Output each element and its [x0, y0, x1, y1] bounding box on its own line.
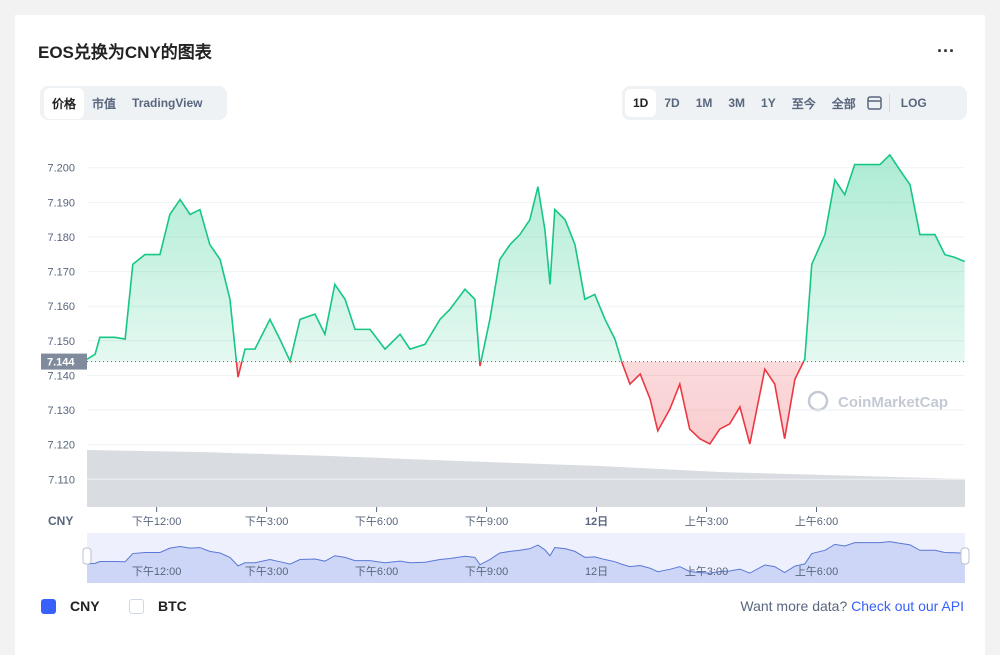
calendar-icon[interactable] — [864, 94, 886, 112]
legend-item[interactable]: CNY — [41, 598, 100, 614]
tab[interactable]: 市值 — [92, 96, 117, 111]
footer-prompt: Want more data? — [740, 598, 848, 614]
range[interactable]: 1Y — [761, 96, 776, 110]
y-tick-label: 7.160 — [47, 301, 75, 313]
range[interactable]: LOG — [900, 96, 927, 110]
x-tick-label: 12日 — [585, 515, 608, 528]
navigator-tick-label: 下午3:00 — [245, 565, 288, 578]
y-tick-label: 7.130 — [47, 405, 75, 417]
y-tick-label: 7.180 — [47, 232, 75, 244]
divider — [888, 94, 890, 112]
area-up — [87, 154, 965, 362]
price-line — [87, 153, 965, 362]
y-tick-label: 7.200 — [47, 163, 75, 175]
y-tick-label: 7.110 — [48, 474, 75, 486]
y-tick-label: 7.170 — [47, 267, 75, 279]
range[interactable]: 7D — [664, 96, 680, 110]
menu[interactable]: ... — [937, 36, 956, 56]
navigator-tick-label: 下午12:00 — [132, 565, 182, 578]
navigator-tick-label: 下午6:00 — [355, 565, 398, 578]
chart: CNY CoinMarketCap 7.1107.1207.1307.1407.… — [41, 153, 970, 583]
range[interactable]: 3M — [728, 96, 746, 110]
range-group: 1D 7D 1M 3M 1Y 至今 全部 LOG — [622, 86, 967, 120]
y-tick-label: 7.120 — [47, 440, 75, 452]
range[interactable]: 至今 — [791, 96, 816, 111]
range[interactable]: 全部 — [831, 96, 856, 111]
navigator-tick-label: 上午3:00 — [685, 565, 728, 578]
range[interactable]: 1M — [695, 96, 713, 110]
title: EOS兑换为CNY的图表 — [38, 43, 212, 62]
watermark: CoinMarketCap — [838, 394, 948, 411]
api-link[interactable]: Check out our API — [851, 598, 964, 614]
watermark-logo — [807, 390, 829, 412]
checkbox[interactable] — [41, 598, 56, 614]
x-tick-label: 下午12:00 — [132, 515, 182, 528]
navigator-tick-label: 下午9:00 — [465, 565, 508, 578]
navigator-handle[interactable] — [82, 547, 92, 565]
y-tick-label: 7.150 — [47, 336, 75, 348]
y-tick-label: 7.140 — [47, 370, 75, 382]
legend-item[interactable]: BTC — [129, 598, 187, 614]
x-tick-label: 下午6:00 — [355, 515, 398, 528]
x-tick-label: 下午9:00 — [465, 515, 508, 528]
x-tick-label: 上午6:00 — [795, 515, 838, 528]
tab[interactable]: 价格 — [44, 87, 85, 119]
range[interactable]: 1D — [625, 89, 657, 117]
volume-backdrop — [87, 450, 965, 507]
footer: Want more data? Check out our API — [740, 598, 964, 614]
baseline-label: 7.144 — [47, 357, 75, 369]
x-tick-label: 下午3:00 — [245, 515, 288, 528]
navigator-area — [87, 541, 965, 583]
tab[interactable]: TradingView — [132, 96, 203, 110]
navigator-line — [86, 541, 965, 574]
area-down — [87, 361, 965, 444]
x-tick-label: 上午3:00 — [685, 515, 728, 528]
navigator-tick-label: 12日 — [585, 566, 608, 578]
legend-text: BTC — [158, 598, 187, 614]
navigator-tick-label: 上午6:00 — [795, 565, 838, 578]
legend-text: CNY — [70, 598, 100, 614]
navigator-handle[interactable] — [960, 547, 970, 565]
checkbox[interactable] — [129, 598, 144, 614]
baseline-tag — [41, 353, 87, 370]
y-tick-label: 7.190 — [47, 197, 75, 209]
tab-group: 价格 市值 TradingView — [40, 86, 227, 120]
y-axis-label: CNY — [48, 514, 73, 528]
